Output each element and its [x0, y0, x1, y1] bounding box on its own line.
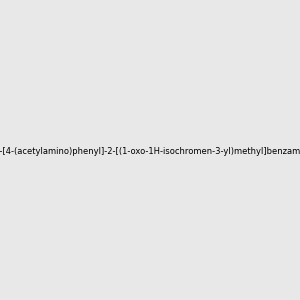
- Text: N-[4-(acetylamino)phenyl]-2-[(1-oxo-1H-isochromen-3-yl)methyl]benzamide: N-[4-(acetylamino)phenyl]-2-[(1-oxo-1H-i…: [0, 147, 300, 156]
